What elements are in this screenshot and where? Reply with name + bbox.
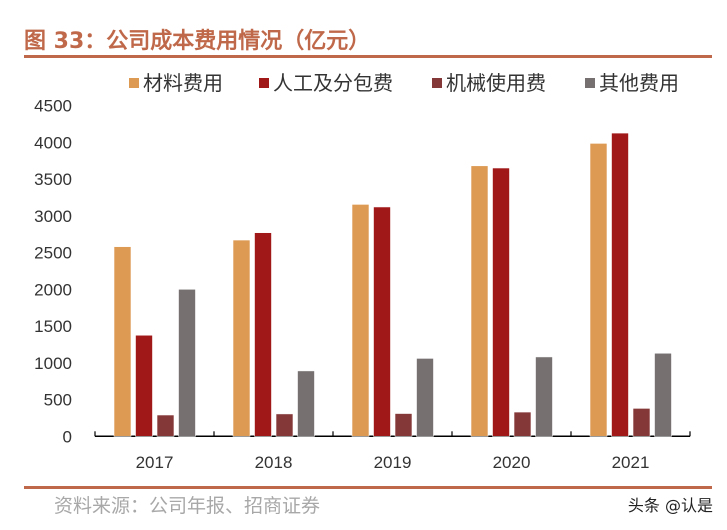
bar-材料费用-2020 — [470, 165, 489, 437]
bar-机械使用费-2019 — [394, 413, 413, 437]
y-tick-label: 3500 — [34, 170, 72, 189]
bar-机械使用费-2017 — [156, 414, 175, 437]
x-tick-label: 2020 — [493, 453, 531, 472]
bar-材料费用-2021 — [589, 143, 608, 437]
bar-其他费用-2018 — [297, 370, 315, 437]
title-divider — [24, 55, 712, 58]
y-tick-label: 1500 — [34, 317, 72, 336]
y-tick-label: 0 — [63, 427, 72, 446]
bar-材料费用-2019 — [351, 204, 370, 437]
bar-材料费用-2018 — [232, 239, 251, 437]
y-tick-label: 1000 — [34, 354, 72, 373]
chart-title: 图 33：公司成本费用情况（亿元） — [24, 28, 370, 54]
bar-材料费用-2017 — [113, 246, 132, 437]
bar-人工及分包费-2017 — [135, 334, 153, 437]
legend-swatch — [585, 78, 595, 88]
legend-label: 材料费用 — [143, 71, 223, 95]
legend-label: 其他费用 — [599, 71, 679, 95]
watermark: 头条 @认是 — [628, 496, 713, 515]
legend-label: 机械使用费 — [446, 71, 546, 95]
bar-机械使用费-2020 — [513, 411, 532, 437]
y-axis: 0 500 1000 1500 2000 2500 3000 3500 4000 4500 — [34, 97, 72, 447]
bar-其他费用-2020 — [535, 356, 553, 437]
bar-其他费用-2017 — [178, 288, 196, 437]
bar-其他费用-2021 — [654, 352, 672, 437]
legend: 材料费用 人工及分包费 机械使用费 其他费用 — [129, 71, 679, 95]
footer-divider — [24, 486, 712, 489]
legend-label: 人工及分包费 — [273, 71, 393, 95]
y-tick-label: 500 — [44, 391, 72, 410]
x-tick-label: 2019 — [374, 453, 412, 472]
bar-其他费用-2019 — [416, 358, 434, 437]
y-tick-label: 4000 — [34, 133, 72, 152]
bar-机械使用费-2021 — [632, 408, 651, 437]
bar-人工及分包费-2018 — [254, 232, 272, 437]
legend-swatch — [259, 78, 269, 88]
x-tick-label: 2021 — [612, 453, 650, 472]
x-axis: 2017 2018 2019 2020 2021 — [94, 431, 691, 472]
x-tick-label: 2017 — [136, 453, 174, 472]
bar-人工及分包费-2019 — [373, 206, 391, 437]
y-tick-label: 2000 — [34, 280, 72, 299]
y-tick-label: 2500 — [34, 244, 72, 263]
y-tick-label: 4500 — [34, 97, 72, 116]
x-tick-label: 2018 — [255, 453, 293, 472]
bar-人工及分包费-2020 — [492, 167, 510, 437]
bar-机械使用费-2018 — [275, 413, 294, 437]
legend-swatch — [129, 78, 139, 88]
bars — [113, 132, 672, 437]
y-tick-label: 3000 — [34, 207, 72, 226]
legend-swatch — [432, 78, 442, 88]
source-note: 资料来源：公司年报、招商证券 — [54, 495, 320, 517]
bar-人工及分包费-2021 — [611, 132, 629, 437]
